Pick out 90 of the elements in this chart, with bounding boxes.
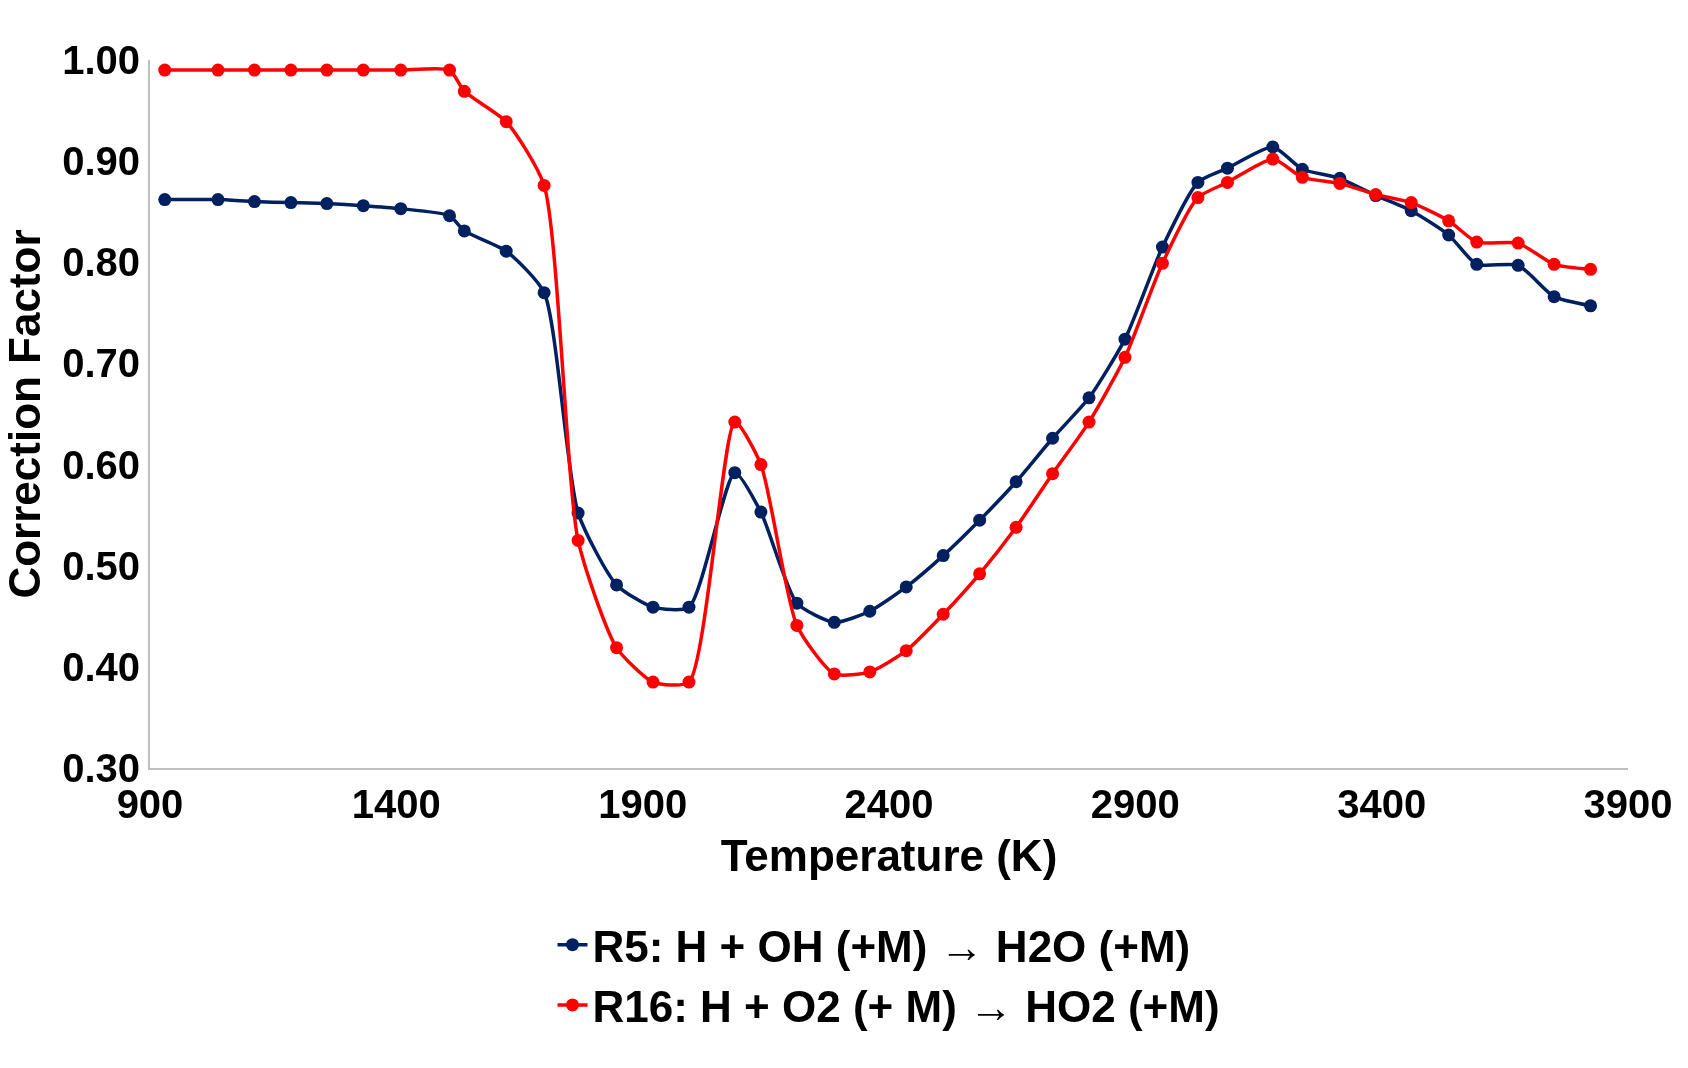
- point: [973, 567, 987, 581]
- point: [394, 202, 408, 216]
- point: [571, 533, 585, 547]
- point: [1009, 520, 1023, 534]
- x-tick-label: 1900: [598, 782, 688, 826]
- point: [1584, 299, 1598, 313]
- point: [936, 607, 950, 621]
- point: [1082, 391, 1096, 405]
- point: [1547, 257, 1561, 271]
- point: [356, 63, 370, 77]
- legend-label: R16: H + O2 (+ M) → HO2 (+M): [592, 982, 1220, 1032]
- point: [728, 466, 742, 480]
- y-tick-label: 1.00: [62, 38, 140, 82]
- point: [211, 63, 225, 77]
- point: [457, 84, 471, 98]
- point: [320, 197, 334, 211]
- point: [1547, 290, 1561, 304]
- y-tick-label: 0.40: [62, 644, 140, 689]
- point: [790, 618, 804, 632]
- point: [1155, 240, 1169, 254]
- point: [682, 675, 696, 689]
- point: [899, 644, 913, 658]
- y-tick-label: 0.60: [62, 442, 140, 487]
- point: [899, 580, 913, 594]
- point: [682, 600, 696, 614]
- point: [284, 63, 298, 77]
- point: [499, 115, 513, 129]
- point: [754, 458, 768, 472]
- point: [457, 224, 471, 238]
- y-axis-title: Correction Factor: [0, 229, 49, 599]
- point: [1046, 467, 1060, 481]
- point: [443, 63, 457, 77]
- point: [499, 244, 513, 258]
- point: [1511, 258, 1525, 272]
- point: [646, 600, 660, 614]
- point: [356, 199, 370, 213]
- x-axis-title: Temperature (K): [720, 830, 1058, 880]
- point: [1220, 175, 1234, 189]
- point: [1404, 196, 1418, 210]
- point: [863, 604, 877, 618]
- point: [1266, 152, 1280, 166]
- legend-label: R5: H + OH (+M) → H2O (+M): [592, 921, 1191, 971]
- point: [394, 63, 408, 77]
- point: [1118, 350, 1132, 364]
- point: [863, 665, 877, 679]
- point: [1046, 431, 1060, 445]
- point: [1220, 161, 1234, 175]
- point: [284, 196, 298, 210]
- x-tick-label: 1400: [351, 782, 441, 826]
- point: [610, 578, 624, 592]
- point: [936, 549, 950, 563]
- point: [1155, 256, 1169, 270]
- point: [1082, 415, 1096, 429]
- point: [1295, 170, 1309, 184]
- point: [1009, 475, 1023, 489]
- y-tick-label: 0.50: [62, 543, 140, 588]
- point: [1442, 228, 1456, 242]
- point: [537, 286, 551, 300]
- y-tick-label: 0.90: [62, 139, 140, 184]
- point: [320, 63, 334, 77]
- point: [827, 615, 841, 629]
- point: [1584, 262, 1598, 276]
- point: [1442, 214, 1456, 228]
- point: [537, 178, 551, 192]
- point: [646, 675, 660, 689]
- point: [610, 641, 624, 655]
- point: [1191, 175, 1205, 189]
- x-tick-label: 3400: [1337, 782, 1427, 826]
- y-tick-label: 0.70: [62, 341, 140, 386]
- x-tick-label: 3900: [1583, 782, 1673, 826]
- point: [158, 193, 172, 207]
- y-tick-label: 0.80: [62, 240, 140, 285]
- point: [973, 513, 987, 527]
- point: [1333, 176, 1347, 190]
- point: [443, 209, 457, 223]
- point: [1470, 257, 1484, 271]
- point: [211, 193, 225, 207]
- point: [1470, 235, 1484, 249]
- point: [1118, 332, 1132, 346]
- x-tick-label: 2400: [844, 782, 934, 826]
- point: [158, 63, 172, 77]
- point: [247, 195, 261, 209]
- point: [1266, 140, 1280, 154]
- point: [754, 505, 768, 519]
- point: [1191, 191, 1205, 205]
- point: [1511, 236, 1525, 250]
- point: [827, 667, 841, 681]
- x-tick-label: 2900: [1090, 782, 1180, 826]
- point: [728, 415, 742, 429]
- point: [247, 63, 261, 77]
